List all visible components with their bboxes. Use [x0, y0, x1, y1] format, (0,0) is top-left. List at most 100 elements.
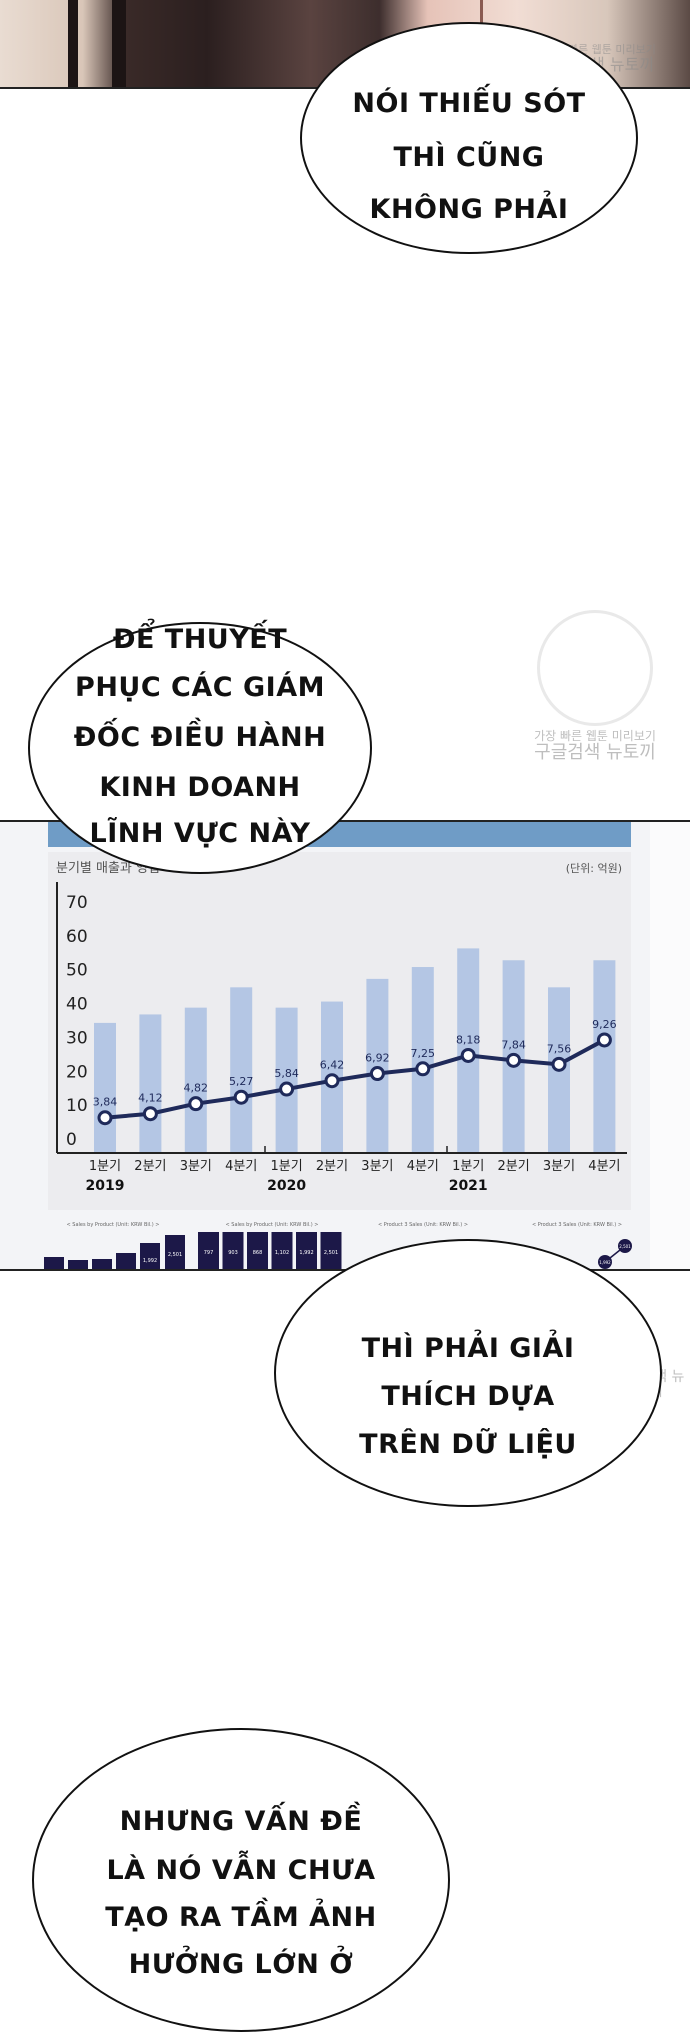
bubble-line: HƯỞNG LỚN Ở [128, 1949, 354, 1980]
bubble-line: KINH DOANH [99, 772, 301, 803]
chart-title: 분기별 매출과 영업 [56, 861, 160, 876]
bubble-line: LĨNH VỰC NÀY [89, 818, 311, 849]
mini-bar-label: 1,992 [299, 1250, 313, 1256]
x-tick-label: 3분기 [180, 1159, 212, 1174]
bar [230, 987, 253, 1152]
mini-bar-label: 1,992 [143, 1258, 157, 1264]
bubble-line: THÌ PHẢI GIẢI [361, 1333, 575, 1364]
x-tick-label: 3분기 [361, 1159, 393, 1174]
mini-chart-title: < Sales by Product (Unit: KRW Bil.) > [226, 1222, 319, 1228]
mini-chart-title: < Product 3 Sales (Unit: KRW Bil.) > [378, 1222, 468, 1228]
watermark-logo: 가장 빠른 웹툰 미리보기 구글검색 뉴토끼 [505, 610, 685, 763]
bar [411, 967, 434, 1152]
x-tick-label: 1분기 [270, 1159, 302, 1174]
chair-leg [68, 0, 78, 87]
bar [184, 1007, 207, 1152]
mini-bar-label: 868 [253, 1250, 263, 1256]
speech-bubble: NÓI THIẾU SÓT THÌ CŨNG KHÔNG PHẢI [300, 22, 638, 254]
line-point [506, 1052, 522, 1068]
quarterly-sales-chart: 분기별 매출과 영업 (단위: 억원) 0 10 20 30 40 50 60 70 3,84… [44, 822, 632, 1269]
bubble-line: LÀ NÓ VẪN CHƯA [106, 1855, 376, 1886]
data-label: 3,84 [93, 1096, 118, 1109]
year-label: 2019 [86, 1178, 125, 1194]
bubble-line: PHỤC CÁC GIÁM [75, 672, 325, 703]
mini-bar [116, 1253, 136, 1269]
y-tick-label: 10 [66, 1096, 88, 1116]
mini-bar-label: 903 [228, 1250, 238, 1256]
speech-bubble: ĐỂ THUYẾT PHỤC CÁC GIÁM ĐỐC ĐIỀU HÀNH KI… [28, 622, 372, 874]
data-label: 6,92 [365, 1052, 390, 1065]
data-label: 7,84 [501, 1038, 526, 1051]
bar [366, 978, 389, 1152]
x-tick-label: 2분기 [316, 1159, 348, 1174]
y-tick-label: 20 [66, 1062, 88, 1082]
y-tick-label: 30 [66, 1028, 88, 1048]
line-point [188, 1096, 204, 1112]
chair-leg [112, 0, 126, 87]
y-tick-label: 50 [66, 961, 88, 981]
line-point [596, 1032, 612, 1048]
mini-bar [140, 1243, 160, 1269]
x-tick-label: 3분기 [543, 1159, 575, 1174]
mini-bar [247, 1232, 268, 1269]
x-tick-label: 4분기 [588, 1159, 620, 1174]
x-tick-label: 4분기 [225, 1159, 257, 1174]
line-point [460, 1047, 476, 1063]
y-tick-label: 40 [66, 995, 88, 1015]
bubble-line: TẠO RA TẦM ẢNH [105, 1902, 377, 1933]
line-point [142, 1106, 158, 1122]
x-tick-label: 4분기 [407, 1159, 439, 1174]
speech-bubble: THÌ PHẢI GIẢI THÍCH DỰA TRÊN DỮ LIỆU [274, 1239, 662, 1507]
line-point [551, 1056, 567, 1072]
bubble-line: THÌ CŨNG [393, 142, 545, 173]
mini-bar [92, 1259, 112, 1269]
panel-margin [650, 822, 690, 1269]
y-tick-label: 0 [66, 1130, 77, 1150]
mini-bar-label: 1,102 [275, 1250, 289, 1256]
y-tick-label: 60 [66, 927, 88, 947]
chart-panel: 분기별 매출과 영업 (단위: 억원) 0 10 20 30 40 50 60 70 3,84… [0, 820, 690, 1271]
chart-unit: (단위: 억원) [566, 862, 622, 875]
profit-line [104, 1038, 606, 1120]
data-label: 5,84 [274, 1067, 299, 1080]
data-label: 5,27 [229, 1075, 254, 1088]
bubble-line: TRÊN DỮ LIỆU [359, 1429, 577, 1460]
x-tick-label: 2분기 [497, 1159, 529, 1174]
mini-chart-title: < Product 3 Sales (Unit: KRW Bil.) > [532, 1222, 622, 1228]
bubble-line: ĐỐC ĐIỀU HÀNH [73, 722, 327, 753]
mini-bar [296, 1232, 317, 1269]
watermark-line: 구글검색 뉴토끼 [534, 742, 656, 764]
mini-bar [222, 1232, 244, 1269]
data-label: 9,26 [592, 1018, 617, 1031]
line-point [279, 1081, 295, 1097]
line-point [233, 1089, 249, 1105]
mini-bar [68, 1260, 88, 1269]
mini-bar [271, 1232, 293, 1269]
bar [139, 1014, 162, 1152]
bubble-line: ĐỂ THUYẾT [112, 624, 288, 655]
x-tick-label: 1분기 [89, 1159, 121, 1174]
line-point [97, 1110, 113, 1126]
bubble-line: NÓI THIẾU SÓT [352, 88, 586, 119]
mini-bar [320, 1232, 342, 1269]
mini-bar [198, 1232, 219, 1269]
bar [275, 1007, 298, 1152]
mini-bar-label: 2,501 [324, 1250, 338, 1256]
line-point [415, 1061, 431, 1077]
data-label: 7,56 [547, 1042, 572, 1055]
mini-bar-label: 797 [204, 1250, 214, 1256]
bar [593, 960, 616, 1152]
data-label: 4,82 [184, 1082, 209, 1095]
watermark-emblem [537, 610, 653, 726]
watermark-line: 가장 빠른 웹툰 미리보기 [534, 729, 656, 743]
data-label: 8,18 [456, 1033, 481, 1046]
bubble-line: NHƯNG VẤN ĐỀ [119, 1806, 363, 1837]
mini-point-label: 1,992 [599, 1260, 611, 1265]
line-point [324, 1073, 340, 1089]
mini-bar [44, 1257, 64, 1269]
year-label: 2021 [449, 1178, 488, 1194]
mini-point [598, 1255, 612, 1269]
x-tick-label: 2분기 [134, 1159, 166, 1174]
mini-bar [165, 1235, 185, 1269]
speech-bubble: NHƯNG VẤN ĐỀ LÀ NÓ VẪN CHƯA TẠO RA TẦM Ả… [32, 1728, 450, 2032]
